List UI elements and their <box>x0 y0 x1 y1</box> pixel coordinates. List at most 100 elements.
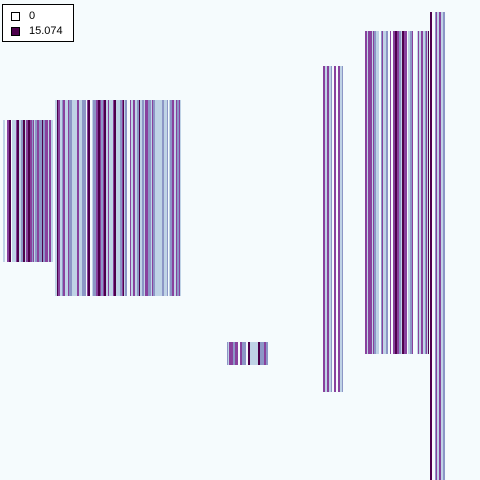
heatmap-cell-stripe <box>125 100 127 296</box>
heatmap-cell-stripe <box>421 31 423 354</box>
heatmap-cell-stripe <box>63 100 65 296</box>
heatmap-cell-stripe <box>393 31 395 354</box>
heatmap-cell-stripe <box>24 120 25 262</box>
heatmap-cell-stripe <box>368 31 370 354</box>
heatmap-cell-stripe <box>80 100 82 296</box>
heatmap-cell-stripe <box>401 31 402 354</box>
heatmap-cell-stripe <box>77 100 79 296</box>
heatmap-cell-stripe <box>15 120 16 262</box>
heatmap-cell-stripe <box>256 342 258 365</box>
heatmap-cell-stripe <box>12 120 13 262</box>
heatmap-cell-stripe <box>388 31 390 354</box>
heatmap-cell-stripe <box>162 100 164 296</box>
heatmap-cell-stripe <box>145 100 146 296</box>
heatmap-cell-stripe <box>87 100 88 296</box>
heatmap-cell-stripe <box>111 100 113 296</box>
heatmap-cell-stripe <box>83 100 85 296</box>
heatmap-cell-stripe <box>342 66 343 392</box>
heatmap-cell-stripe <box>133 100 135 296</box>
heatmap-cell-stripe <box>397 31 399 354</box>
heatmap-cell-stripe <box>144 100 145 296</box>
heatmap-cell-stripe <box>436 12 437 480</box>
heatmap-cell-stripe <box>332 66 334 392</box>
heatmap-cell-stripe <box>164 100 166 296</box>
heatmap-cell-stripe <box>107 100 108 296</box>
legend: 0 15.074 <box>2 4 74 42</box>
heatmap-cell-stripe <box>174 100 176 296</box>
heatmap-cell-stripe <box>103 100 104 296</box>
heatmap-cell-stripe <box>441 12 443 480</box>
heatmap-cell-stripe <box>37 120 39 262</box>
heatmap-cell-stripe <box>135 100 137 296</box>
heatmap-cell-stripe <box>157 100 159 296</box>
heatmap-cell-stripe <box>85 100 86 296</box>
heatmap-cell-stripe <box>108 100 109 296</box>
heatmap-cell-stripe <box>5 120 7 262</box>
heatmap-cell-stripe <box>34 120 35 262</box>
heatmap-cell-stripe <box>228 342 229 365</box>
heatmap-cell-stripe <box>129 100 130 296</box>
heatmap-cell-stripe <box>43 120 45 262</box>
heatmap-cell-stripe <box>261 342 262 365</box>
heatmap-cell-stripe <box>381 31 382 354</box>
heatmap-cell-stripe <box>229 342 231 365</box>
heatmap-cell-stripe <box>79 100 80 296</box>
heatmap-cell-stripe <box>40 120 42 262</box>
heatmap-cell-stripe <box>430 12 432 480</box>
heatmap-cell-stripe <box>266 342 268 365</box>
heatmap-cell-stripe <box>25 120 26 262</box>
heatmap-cell-stripe <box>395 31 397 354</box>
heatmap-cell-stripe <box>120 100 122 296</box>
heatmap-cell-stripe <box>52 120 53 262</box>
heatmap-cell-stripe <box>86 100 87 296</box>
heatmap-cell-stripe <box>62 100 63 296</box>
heatmap-cell-stripe <box>374 31 376 354</box>
heatmap-cell-stripe <box>26 120 28 262</box>
heatmap-cell-stripe <box>45 120 47 262</box>
heatmap-cell-stripe <box>166 100 167 296</box>
heatmap-cell-stripe <box>167 100 168 296</box>
heatmap-cell-stripe <box>376 31 378 354</box>
heatmap-cell-stripe <box>404 31 406 354</box>
heatmap-cell-stripe <box>72 100 73 296</box>
heatmap-cell-stripe <box>93 100 94 296</box>
heatmap-cell-stripe <box>66 100 68 296</box>
heatmap-block <box>365 31 413 354</box>
heatmap-cell-stripe <box>260 342 261 365</box>
heatmap-cell-stripe <box>329 66 330 392</box>
heatmap-block <box>3 120 53 262</box>
heatmap-cell-stripe <box>235 342 236 365</box>
heatmap-block <box>55 100 181 296</box>
heatmap-cell-stripe <box>231 342 233 365</box>
heatmap-cell-stripe <box>378 31 379 354</box>
heatmap-cell-stripe <box>263 342 264 365</box>
heatmap-cell-stripe <box>331 66 332 392</box>
heatmap-cell-stripe <box>408 31 410 354</box>
heatmap-cell-stripe <box>439 12 441 480</box>
heatmap-cell-stripe <box>30 120 32 262</box>
heatmap-cell-stripe <box>82 100 83 296</box>
heatmap-cell-stripe <box>148 100 149 296</box>
heatmap-cell-stripe <box>410 31 412 354</box>
heatmap-cell-stripe <box>373 31 374 354</box>
heatmap-cell-stripe <box>130 100 131 296</box>
heatmap-cell-stripe <box>113 100 114 296</box>
heatmap-cell-stripe <box>426 31 427 354</box>
heatmap-cell-stripe <box>407 31 408 354</box>
heatmap-cell-stripe <box>23 120 24 262</box>
heatmap-cell-stripe <box>51 120 52 262</box>
heatmap-cell-stripe <box>11 120 12 262</box>
heatmap-cell-stripe <box>227 342 228 365</box>
heatmap-cell-stripe <box>161 100 162 296</box>
heatmap-cell-stripe <box>391 31 393 354</box>
heatmap-cell-stripe <box>71 100 72 296</box>
legend-swatch-max <box>11 26 20 36</box>
legend-entry-min: 0 <box>11 9 35 23</box>
heatmap-cell-stripe <box>432 12 434 480</box>
heatmap-cell-stripe <box>258 342 260 365</box>
heatmap-cell-stripe <box>94 100 96 296</box>
heatmap-cell-stripe <box>109 100 111 296</box>
heatmap-cell-stripe <box>19 120 21 262</box>
heatmap-cell-stripe <box>7 120 9 262</box>
